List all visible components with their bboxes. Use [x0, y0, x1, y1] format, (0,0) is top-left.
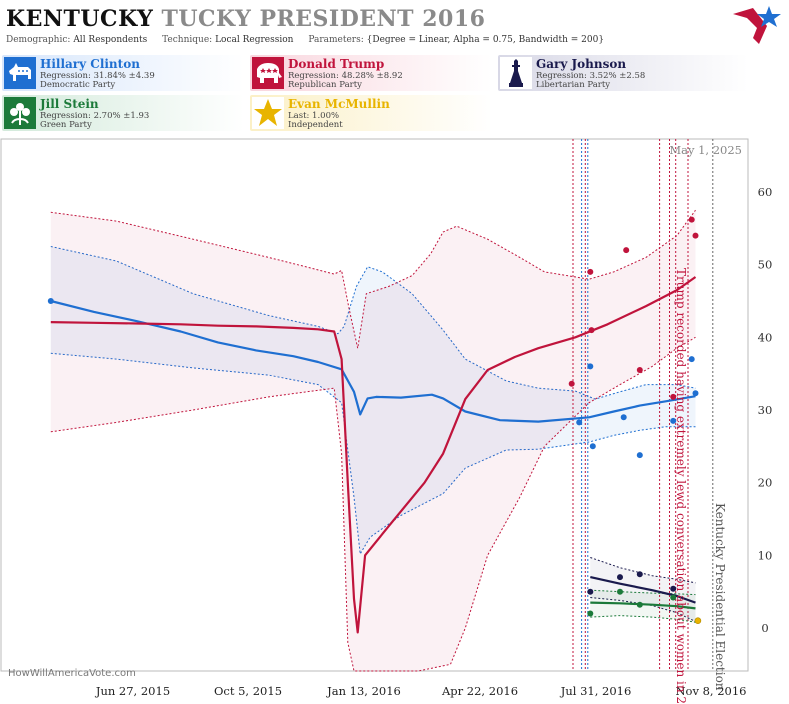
candidate-clinton: Hillary Clinton Regression: 31.84% ±4.39…: [2, 55, 244, 91]
parameters-line: Demographic: All Respondents Technique: …: [6, 35, 604, 45]
y-tick-label: 40: [758, 330, 773, 344]
candidate-regression: Regression: 31.84% ±4.39: [40, 71, 155, 81]
candidate-regression: Regression: 3.52% ±2.58: [536, 71, 646, 81]
elephant-icon: [252, 57, 284, 89]
candidate-stein: Jill Stein Regression: 2.70% ±1.93 Green…: [2, 95, 244, 131]
star-icon: [252, 97, 284, 129]
x-tick-label: Nov 8, 2016: [675, 684, 746, 698]
candidate-name: Evan McMullin: [288, 97, 390, 111]
watermark: HowWillAmericaVote.com: [8, 668, 136, 679]
hillary-clinton-poll-point: [47, 298, 54, 304]
annotation-lewd-conversation: Trump recorded having extremely lewd con…: [674, 268, 688, 704]
date-stamp: May 1, 2025: [669, 143, 742, 157]
donald-trump-poll-point: [670, 393, 677, 400]
jill-stein-trend-line: [590, 601, 696, 610]
parameters-value: {Degree = Linear, Alpha = 0.75, Bandwidt…: [366, 35, 605, 45]
y-tick-label: 20: [758, 476, 773, 490]
donald-trump-poll-point: [636, 367, 643, 373]
donald-trump-poll-point: [692, 232, 699, 239]
candidate-johnson: Gary Johnson Regression: 3.52% ±2.58 Lib…: [498, 55, 748, 91]
technique-label: Technique:: [162, 35, 213, 45]
jill-stein-poll-point: [670, 594, 677, 601]
hillary-clinton-lower-bound: [50, 352, 696, 556]
candidate-regression: Regression: 2.70% ±1.93: [40, 111, 150, 121]
hillary-clinton-trend-line: [50, 299, 696, 423]
y-tick-label: 50: [758, 258, 773, 272]
donkey-icon: [4, 57, 36, 89]
technique-value: Local Regression: [215, 35, 294, 45]
chart-title: KENTUCKY TUCKY PRESIDENT 2016: [6, 6, 485, 32]
jill-stein-lower-bound: [590, 615, 696, 623]
hillary-clinton-poll-point: [620, 414, 627, 421]
candidate-party: Libertarian Party: [536, 80, 611, 90]
y-tick-label: 30: [758, 403, 773, 417]
jill-stein-poll-point: [587, 610, 594, 617]
candidate-trump: Donald Trump Regression: 48.28% ±8.92 Re…: [250, 55, 492, 91]
gary-johnson-poll-point: [636, 571, 643, 578]
x-tick-label: Apr 22, 2016: [441, 684, 518, 698]
title-state: KENTUCKY: [6, 6, 154, 32]
x-tick-label: Oct 5, 2015: [214, 684, 282, 698]
candidate-name: Gary Johnson: [536, 57, 627, 71]
y-tick-label: 10: [758, 548, 773, 562]
candidate-regression: Regression: 48.28% ±8.92: [288, 71, 403, 81]
demographic-value: All Respondents: [73, 35, 148, 45]
plot-frame: [0, 138, 749, 672]
candidate-party: Republican Party: [288, 80, 362, 90]
donald-trump-upper-bound: [50, 209, 696, 349]
candidate-last: Last: 1.00%: [288, 111, 340, 121]
x-tick-label: Jul 31, 2016: [560, 684, 632, 698]
hillary-clinton-poll-point: [587, 363, 594, 370]
jill-stein-poll-point: [617, 588, 623, 595]
title-rest: TUCKY PRESIDENT 2016: [161, 6, 486, 32]
gary-johnson-poll-point: [670, 585, 677, 592]
x-tick-label: Jun 27, 2015: [95, 684, 170, 698]
donald-trump-poll-point: [588, 327, 595, 334]
demographic-label: Demographic:: [6, 35, 71, 45]
candidate-name: Donald Trump: [288, 57, 385, 71]
donald-trump-poll-point: [688, 216, 695, 223]
gary-johnson-trend-line: [590, 576, 696, 604]
evan-mcmullin-poll-point: [694, 617, 702, 625]
donald-trump-poll-point: [587, 268, 594, 275]
jill-stein-poll-point: [636, 601, 643, 608]
statue-of-liberty-icon: [500, 57, 532, 89]
candidate-mcmullin: Evan McMullin Last: 1.00% Independent: [250, 95, 492, 131]
donald-trump-trend-line: [50, 276, 697, 634]
candidate-party: Democratic Party: [40, 80, 116, 90]
y-tick-label: 60: [758, 185, 773, 199]
jill-stein-upper-bound: [590, 589, 696, 596]
hillary-clinton-poll-point: [576, 419, 583, 426]
y-tick-label: 0: [761, 621, 768, 635]
regression-chart: 0 10 20 30 40 50 60 Jun 27, 2015 Oct 5, 2015 Jan…: [0, 138, 773, 704]
jill-stein-band: [590, 590, 696, 623]
hillary-clinton-poll-point: [688, 356, 695, 363]
hillary-clinton-poll-point: [636, 452, 643, 459]
candidate-name: Hillary Clinton: [40, 57, 140, 71]
flower-icon: [4, 97, 36, 129]
donald-trump-poll-point: [568, 380, 575, 387]
hillary-clinton-poll-point: [692, 390, 699, 397]
annotation-election: Kentucky Presidential Election: [713, 503, 727, 691]
gary-johnson-upper-bound: [590, 557, 696, 584]
flag-star-logo-icon: [733, 6, 781, 44]
gary-johnson-poll-point: [587, 588, 594, 595]
hillary-clinton-poll-point: [589, 443, 596, 450]
candidate-party: Independent: [288, 120, 343, 130]
candidate-name: Jill Stein: [40, 97, 99, 111]
hillary-clinton-band: [50, 246, 696, 554]
donald-trump-lower-bound: [50, 336, 696, 672]
candidate-party: Green Party: [40, 120, 92, 130]
parameters-label: Parameters:: [308, 35, 364, 45]
hillary-clinton-poll-point: [670, 417, 677, 424]
donald-trump-poll-point: [623, 247, 630, 254]
x-tick-label: Jan 13, 2016: [326, 684, 401, 698]
gary-johnson-poll-point: [617, 574, 623, 581]
